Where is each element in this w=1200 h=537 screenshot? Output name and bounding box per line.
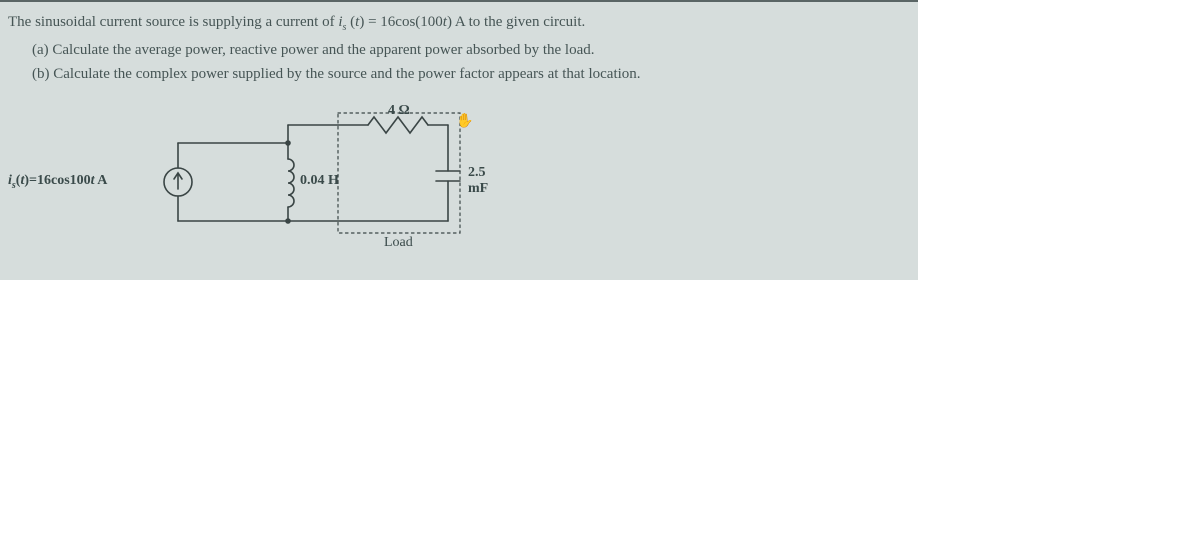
circuit-diagram: ✋ is(t)=16cos100t A 0.04 H 4 Ω 2.5 mF Lo… — [8, 107, 528, 267]
capacitor-unit: mF — [468, 181, 488, 197]
capacitor-value: 2.5 — [468, 165, 486, 181]
part-b-text: (b) Calculate the complex power supplied… — [32, 66, 641, 83]
cursor-icon: ✋ — [456, 113, 473, 130]
expr-tail: ) A to the given circuit. — [447, 14, 585, 30]
src-unit: A — [95, 173, 108, 188]
expr-mid: ) = 16cos(100 — [359, 14, 442, 30]
source-label: is(t)=16cos100t A — [8, 173, 107, 191]
part-a-text: (a) Calculate the average power, reactiv… — [32, 42, 594, 59]
problem-intro-line: The sinusoidal current source is supplyi… — [8, 14, 585, 33]
resistor-label: 4 Ω — [388, 103, 410, 119]
load-label: Load — [384, 235, 413, 251]
inductor-label: 0.04 H — [300, 173, 339, 189]
expr-open: ( — [346, 14, 355, 30]
problem-panel: The sinusoidal current source is supplyi… — [0, 0, 918, 280]
src-close: )=16cos100 — [24, 173, 90, 188]
intro-prefix: The sinusoidal current source is supplyi… — [8, 14, 338, 30]
